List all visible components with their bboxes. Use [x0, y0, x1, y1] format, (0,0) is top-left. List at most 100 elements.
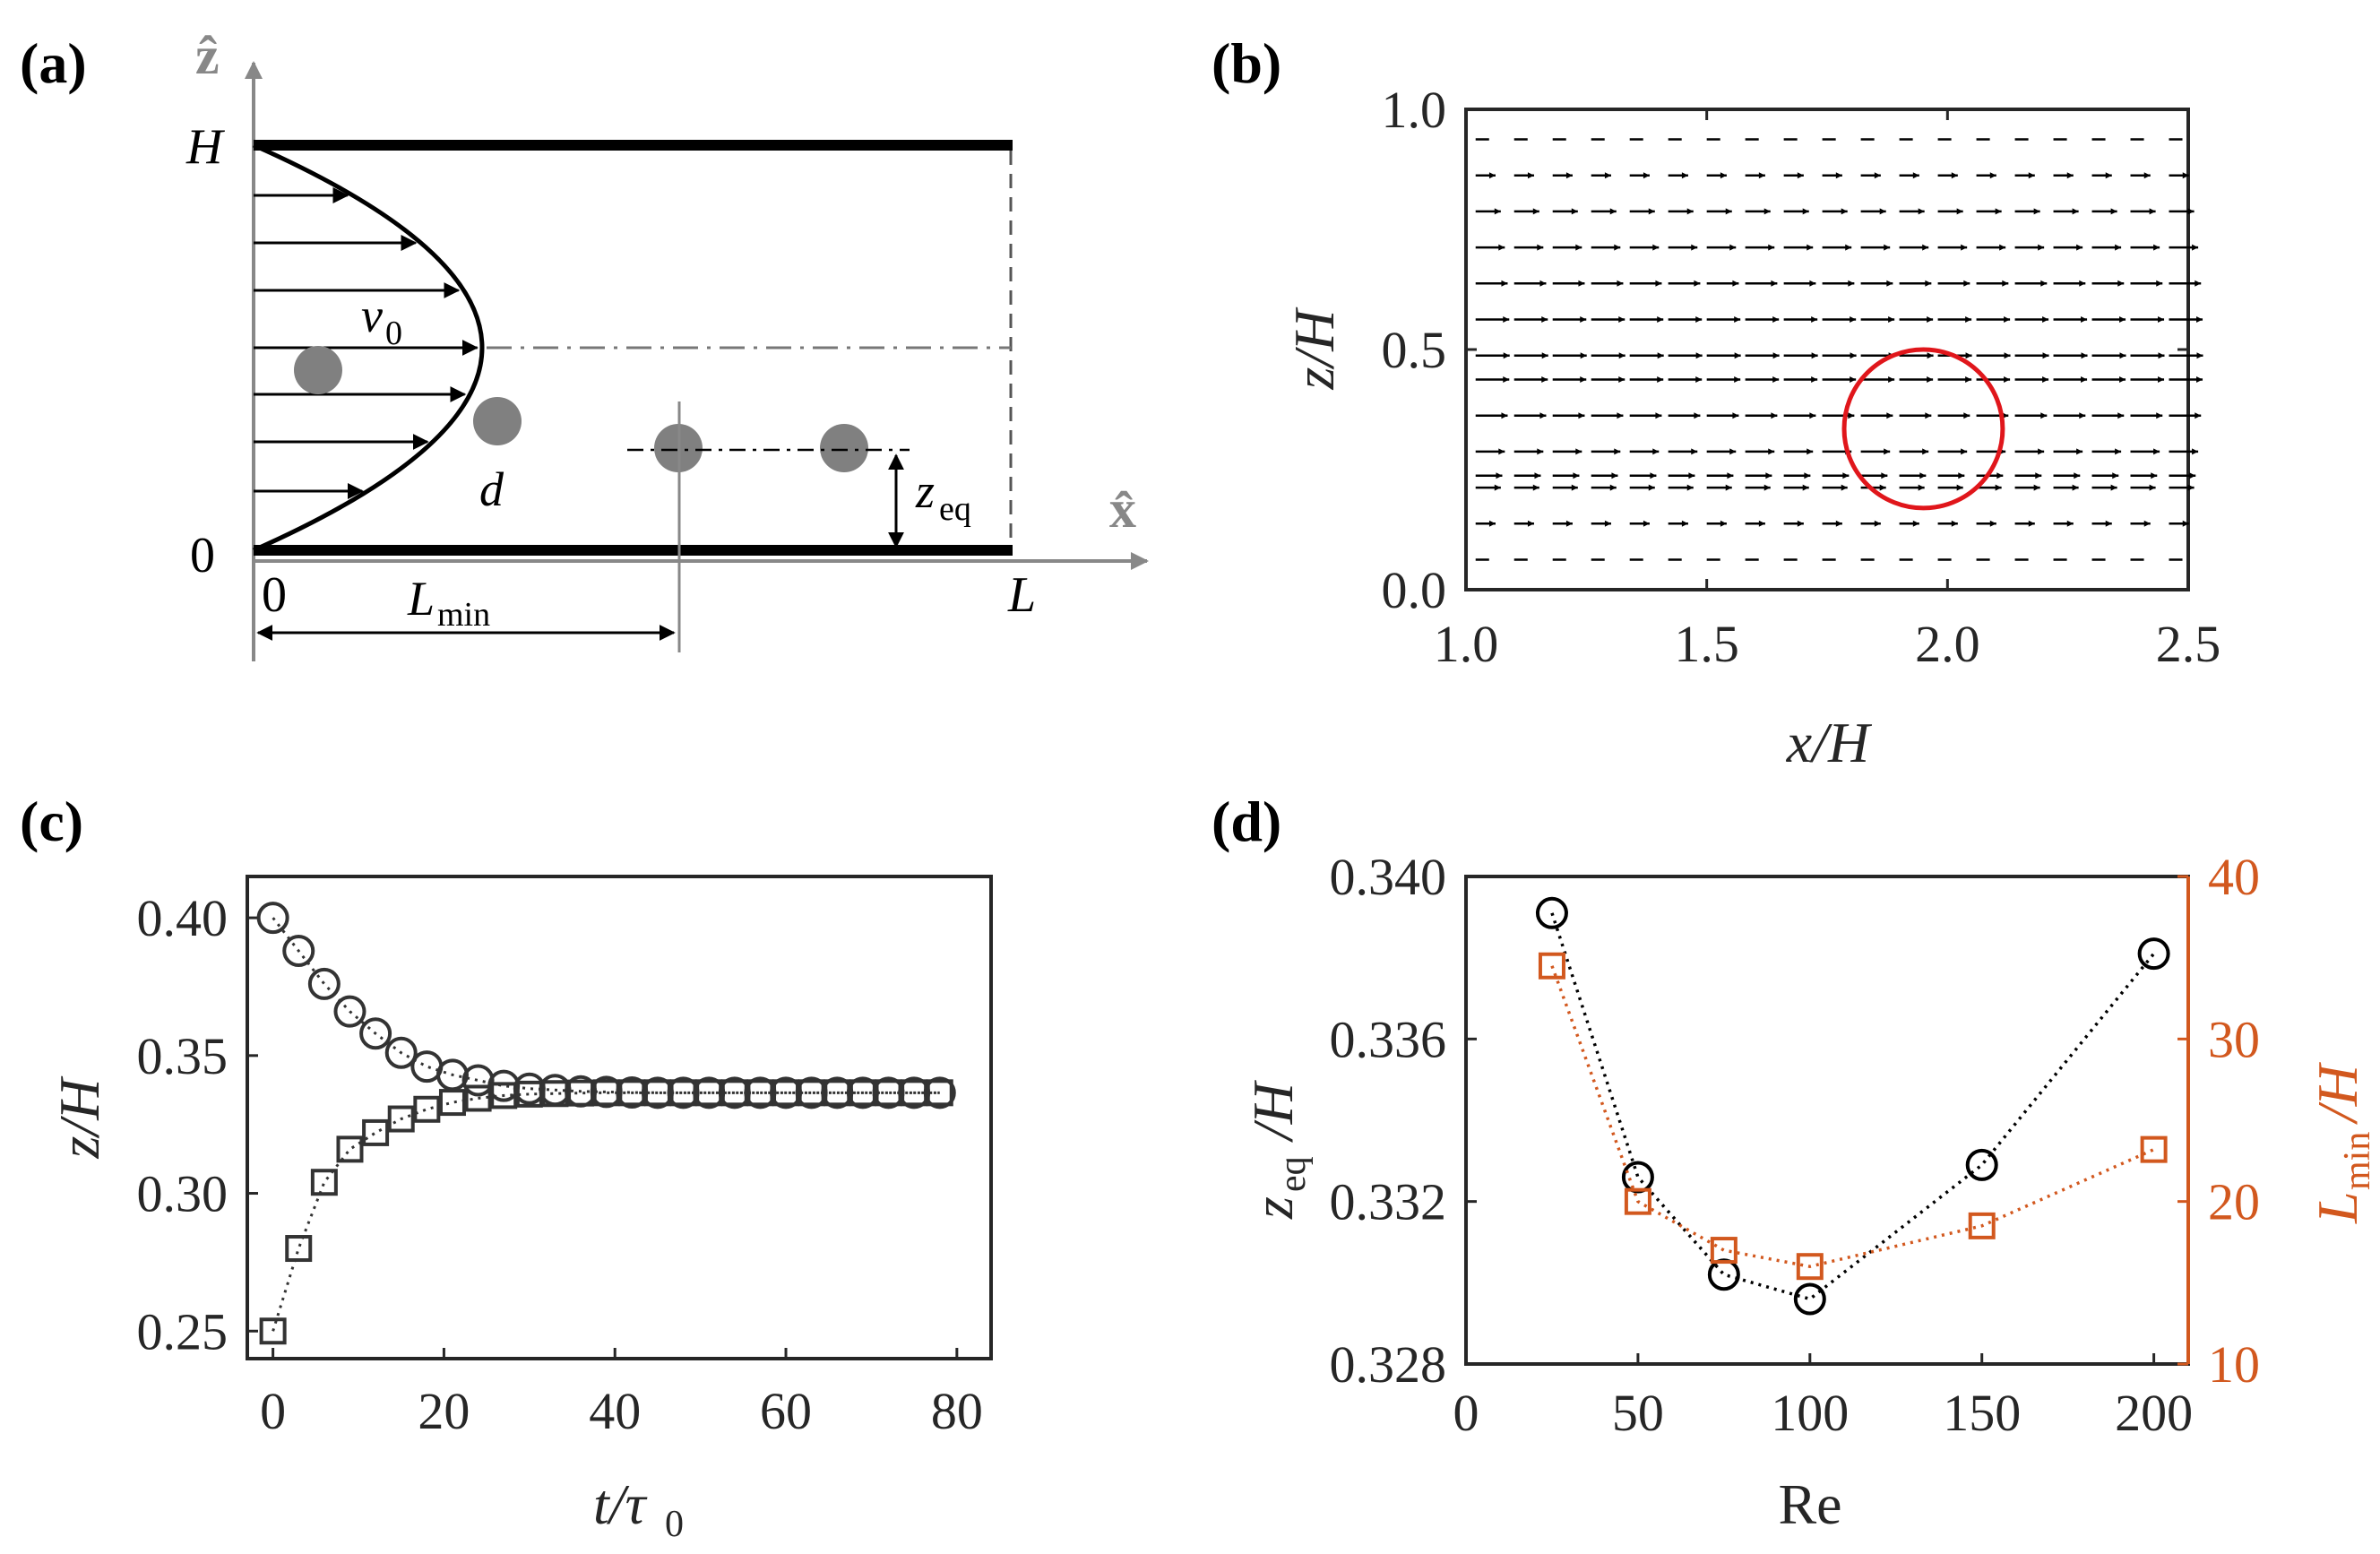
y-tick-label: 0.40 [137, 889, 229, 947]
vector-head [1541, 316, 1548, 323]
x-tick-label: 2.5 [2156, 615, 2221, 673]
vector-head [1999, 244, 2006, 251]
data-point-square [413, 1095, 441, 1123]
vector-head [2195, 412, 2202, 419]
vector-head [1648, 208, 1655, 215]
vector-head [1688, 472, 1695, 479]
vector-head [2158, 352, 2165, 359]
vector-head [2119, 376, 2126, 383]
x-axis-label: x̂ [1109, 479, 1136, 539]
vector-head [1720, 520, 1727, 527]
vector-head [1614, 244, 1621, 251]
vector-head [2156, 412, 2163, 419]
vector-head [1643, 172, 1650, 179]
vector-head [1884, 448, 1891, 455]
vector-head [1927, 352, 1934, 359]
svg-text:v: v [361, 289, 383, 342]
panel-d-label: (d) [1212, 790, 1281, 853]
vector-head [1611, 472, 1618, 479]
vector-head [2110, 208, 2117, 215]
data-point-square [515, 1080, 543, 1108]
vector-head [1763, 484, 1771, 491]
vector-head [1681, 520, 1688, 527]
data-point-square [643, 1079, 671, 1107]
vector-head [1618, 316, 1625, 323]
vector-head [2028, 520, 2035, 527]
vector-head [1912, 172, 1919, 179]
vector-head [1811, 316, 1818, 323]
panel-d: (d) 0 50 100 150 200 0.328 0.332 0.336 0.340 10 20… [1212, 790, 2378, 1536]
vector-head [1772, 376, 1780, 383]
y-tick-label-left: 0.328 [1330, 1335, 1447, 1394]
y-tick-label: 0.5 [1382, 321, 1447, 379]
panel-b-xlabel: x/H [1786, 711, 1873, 774]
label-v0: v 0 [361, 289, 402, 352]
vector-head [1565, 520, 1573, 527]
vector-head [1850, 352, 1857, 359]
vector-head [1874, 172, 1881, 179]
y-tick-label-right: 30 [2208, 1010, 2260, 1068]
x-tick-label: 200 [2115, 1384, 2193, 1442]
vector-head [1617, 280, 1624, 287]
vector-head [2149, 208, 2156, 215]
vector-head [2028, 172, 2035, 179]
vector-head [1571, 484, 1578, 491]
x-tick-label: 100 [1771, 1384, 1849, 1442]
panel-b-vector-field [1475, 138, 2203, 561]
data-point-square [798, 1079, 825, 1107]
panel-b-frame [1464, 108, 2190, 591]
vector-head [1965, 316, 1972, 323]
vector-head [1734, 352, 1741, 359]
vector-head [1532, 484, 1539, 491]
vector-head [1965, 376, 1972, 383]
panel-d-frame [1464, 875, 2190, 1366]
vector-head [2004, 376, 2011, 383]
series-line [1550, 912, 2155, 1301]
data-point-circle [384, 1036, 418, 1069]
vector-head [2156, 280, 2163, 287]
y-tick-label: 0.30 [137, 1165, 229, 1223]
vector-head [2143, 172, 2151, 179]
vector-head [1874, 520, 1881, 527]
vector-head [1652, 244, 1660, 251]
data-point-circle [359, 1017, 392, 1050]
vector-head [1850, 376, 1857, 383]
velocity-profile [252, 142, 485, 553]
vector-head [1989, 172, 1996, 179]
vector-head [1681, 172, 1688, 179]
data-point-circle [1965, 1148, 1998, 1181]
vector-head [2115, 448, 2122, 455]
vector-head [2081, 376, 2088, 383]
vector-head [1657, 352, 1664, 359]
vector-head [1768, 244, 1775, 251]
data-point-square [720, 1079, 748, 1107]
data-point-circle [282, 935, 315, 968]
y-tick-label-right: 40 [2208, 848, 2260, 906]
vector-head [1807, 244, 1814, 251]
vector-head [1918, 208, 1925, 215]
vector-head [2081, 316, 2088, 323]
svg-text:eq: eq [939, 490, 971, 528]
vector-head [1501, 280, 1508, 287]
vector-head [1919, 472, 1927, 479]
vector-head [1534, 472, 1541, 479]
panel-b-ylabel: z/H [1282, 306, 1346, 391]
vector-head [1488, 520, 1496, 527]
data-point-square [746, 1079, 774, 1107]
vector-head [1571, 208, 1578, 215]
svg-text:0: 0 [665, 1504, 684, 1545]
vector-head [2158, 376, 2165, 383]
vector-head [1573, 472, 1580, 479]
vector-head [1809, 280, 1816, 287]
vector-head [1961, 244, 1968, 251]
vector-head [1886, 280, 1893, 287]
vector-head [1989, 520, 1996, 527]
vector-head [1729, 448, 1737, 455]
label-zero-bottom: 0 [262, 567, 287, 623]
vector-head [1575, 448, 1582, 455]
vector-head [1720, 172, 1727, 179]
vector-head [2105, 520, 2112, 527]
panel-c-ticks: 0 20 40 60 80 0.25 0.30 0.35 0.40 [137, 889, 983, 1440]
vector-head [1498, 448, 1505, 455]
vector-head [2042, 316, 2049, 323]
